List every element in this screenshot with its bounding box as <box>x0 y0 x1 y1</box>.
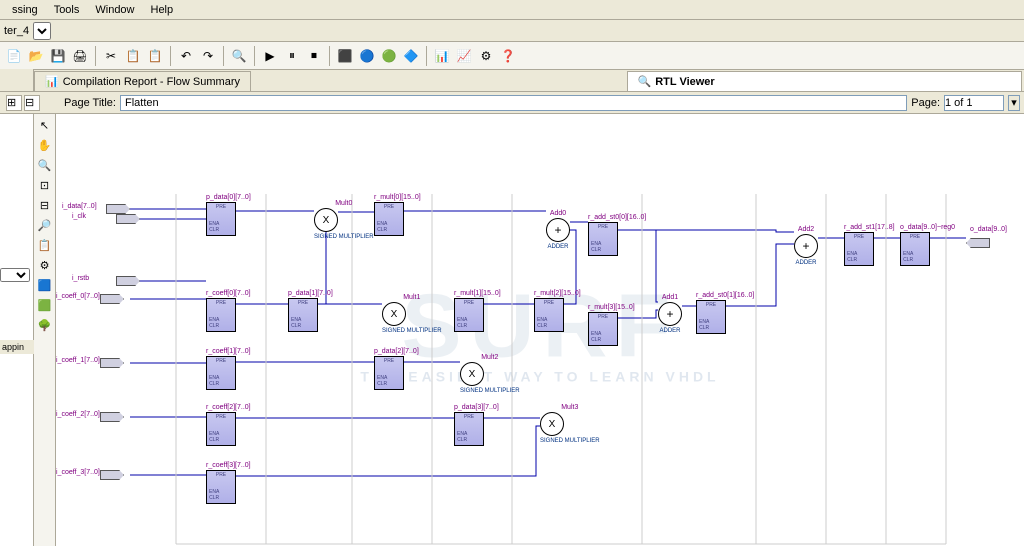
page-select[interactable] <box>944 95 1004 111</box>
collapse-icon[interactable]: ⊟ <box>36 196 54 214</box>
green-icon[interactable]: 🟩 <box>36 296 54 314</box>
adder-block[interactable]: Add1+ADDER <box>658 294 682 334</box>
multiplier-block[interactable]: Mult1XSIGNED MULTIPLIER <box>382 294 442 334</box>
page-title-bar: ⊞ ⊟ Page Title: Page: ▾ <box>0 92 1024 114</box>
register-block[interactable]: r_coeff[2][7..0] <box>206 404 251 446</box>
page-title-input[interactable] <box>120 95 907 111</box>
zoom-icon[interactable]: 🔍 <box>36 156 54 174</box>
document-tabs: 📊 Compilation Report - Flow Summary 🔍 RT… <box>0 70 1024 92</box>
page-title-label: Page Title: <box>64 97 116 109</box>
project-row: ter_4 <box>0 20 1024 42</box>
input-port[interactable]: i_clk <box>116 214 140 224</box>
multiplier-block[interactable]: Mult3XSIGNED MULTIPLIER <box>540 404 600 444</box>
register-block[interactable]: r_add_st1[17..8] <box>844 224 895 266</box>
tb-report-icon[interactable]: 📊 <box>432 46 452 66</box>
tb-tool-icon[interactable]: ⬛ <box>335 46 355 66</box>
side-toolbar: ↖ ✋ 🔍 ⊡ ⊟ 🔎 📋 ⚙ 🟦 🟩 🌳 <box>34 114 56 546</box>
input-port[interactable]: i_coeff_1[7..0] <box>100 358 124 368</box>
menu-bar: ssing Tools Window Help <box>0 0 1024 20</box>
tb-print-icon[interactable]: 🖨 <box>70 46 90 66</box>
tb-open-icon[interactable]: 📂 <box>26 46 46 66</box>
register-block[interactable]: r_coeff[1][7..0] <box>206 348 251 390</box>
tb-help-icon[interactable]: ❓ <box>498 46 518 66</box>
settings-icon[interactable]: ⚙ <box>36 256 54 274</box>
left-panel: appin <box>0 114 34 546</box>
register-block[interactable]: p_data[2][7..0] <box>374 348 419 390</box>
tree-icon[interactable]: 🌳 <box>36 316 54 334</box>
input-port[interactable]: i_rstb <box>116 276 140 286</box>
copy-icon[interactable]: 📋 <box>36 236 54 254</box>
page-label: Page: <box>911 97 940 109</box>
input-port[interactable]: i_coeff_2[7..0] <box>100 412 124 422</box>
blue-icon[interactable]: 🟦 <box>36 276 54 294</box>
input-port[interactable]: i_coeff_3[7..0] <box>100 470 124 480</box>
tab-label: Compilation Report - Flow Summary <box>63 76 240 88</box>
nav-fwd-icon[interactable]: ⊟ <box>24 95 40 111</box>
schematic-canvas[interactable]: SURF THE EASIEST WAY TO LEARN VHDL <box>56 114 1024 546</box>
tb-pause-icon[interactable]: ⏸ <box>282 46 302 66</box>
register-block[interactable]: r_mult[2][15..0] <box>534 290 581 332</box>
tab-rtl-viewer[interactable]: 🔍 RTL Viewer <box>627 71 1023 91</box>
register-block[interactable]: p_data[1][7..0] <box>288 290 333 332</box>
register-block[interactable]: r_mult[1][15..0] <box>454 290 501 332</box>
find-icon[interactable]: 🔎 <box>36 216 54 234</box>
left-footer: appin <box>0 340 34 354</box>
expand-icon[interactable]: ⊡ <box>36 176 54 194</box>
register-block[interactable]: p_data[3][7..0] <box>454 404 499 446</box>
tb-run-icon[interactable]: ▶ <box>260 46 280 66</box>
report-icon: 📊 <box>45 75 59 88</box>
register-block[interactable]: r_add_st0[0][16..0] <box>588 214 646 256</box>
hand-icon[interactable]: ✋ <box>36 136 54 154</box>
multiplier-block[interactable]: Mult0XSIGNED MULTIPLIER <box>314 200 374 240</box>
menu-item[interactable]: ssing <box>4 2 46 18</box>
tb-cut-icon[interactable]: ✂ <box>101 46 121 66</box>
rtl-icon: 🔍 <box>638 75 652 88</box>
tb-undo-icon[interactable]: ↶ <box>176 46 196 66</box>
pointer-icon[interactable]: ↖ <box>36 116 54 134</box>
tb-paste-icon[interactable]: 📋 <box>145 46 165 66</box>
project-label: ter_4 <box>4 25 29 37</box>
tb-copy-icon[interactable]: 📋 <box>123 46 143 66</box>
menu-item[interactable]: Window <box>87 2 142 18</box>
hierarchy-select[interactable] <box>0 268 30 282</box>
register-block[interactable]: p_data[0][7..0] <box>206 194 251 236</box>
register-block[interactable]: r_add_st0[1][16..0] <box>696 292 754 334</box>
register-block[interactable]: r_mult[0][15..0] <box>374 194 421 236</box>
input-port[interactable]: i_coeff_0[7..0] <box>100 294 124 304</box>
tb-new-icon[interactable]: 📄 <box>4 46 24 66</box>
project-select[interactable] <box>33 22 51 40</box>
tb-tool-icon[interactable]: 🟢 <box>379 46 399 66</box>
output-port[interactable]: o_data[9..0] <box>966 238 990 248</box>
tab-label: RTL Viewer <box>655 76 715 88</box>
menu-item[interactable]: Help <box>143 2 182 18</box>
register-block[interactable]: r_mult[3][15..0] <box>588 304 635 346</box>
tb-chart-icon[interactable]: 📈 <box>454 46 474 66</box>
tb-redo-icon[interactable]: ↷ <box>198 46 218 66</box>
main-toolbar: 📄 📂 💾 🖨 ✂ 📋 📋 ↶ ↷ 🔍 ▶ ⏸ ⏹ ⬛ 🔵 🟢 🔷 📊 📈 ⚙ … <box>0 42 1024 70</box>
tb-stop-icon[interactable]: ⏹ <box>304 46 324 66</box>
register-block[interactable]: r_coeff[0][7..0] <box>206 290 251 332</box>
page-dropdown-icon[interactable]: ▾ <box>1008 95 1020 111</box>
tb-tool-icon[interactable]: 🔵 <box>357 46 377 66</box>
nav-back-icon[interactable]: ⊞ <box>6 95 22 111</box>
tb-settings-icon[interactable]: ⚙ <box>476 46 496 66</box>
register-block[interactable]: o_data[9..0]~reg0 <box>900 224 955 266</box>
tab-compilation-report[interactable]: 📊 Compilation Report - Flow Summary <box>34 71 251 91</box>
adder-block[interactable]: Add2+ADDER <box>794 226 818 266</box>
multiplier-block[interactable]: Mult2XSIGNED MULTIPLIER <box>460 354 520 394</box>
menu-item[interactable]: Tools <box>46 2 88 18</box>
tb-save-icon[interactable]: 💾 <box>48 46 68 66</box>
tb-find-icon[interactable]: 🔍 <box>229 46 249 66</box>
main-area: appin ↖ ✋ 🔍 ⊡ ⊟ 🔎 📋 ⚙ 🟦 🟩 🌳 SURF THE EAS… <box>0 114 1024 546</box>
adder-block[interactable]: Add0+ADDER <box>546 210 570 250</box>
tb-tool-icon[interactable]: 🔷 <box>401 46 421 66</box>
register-block[interactable]: r_coeff[3][7..0] <box>206 462 251 504</box>
input-port[interactable]: i_data[7..0] <box>106 204 130 214</box>
